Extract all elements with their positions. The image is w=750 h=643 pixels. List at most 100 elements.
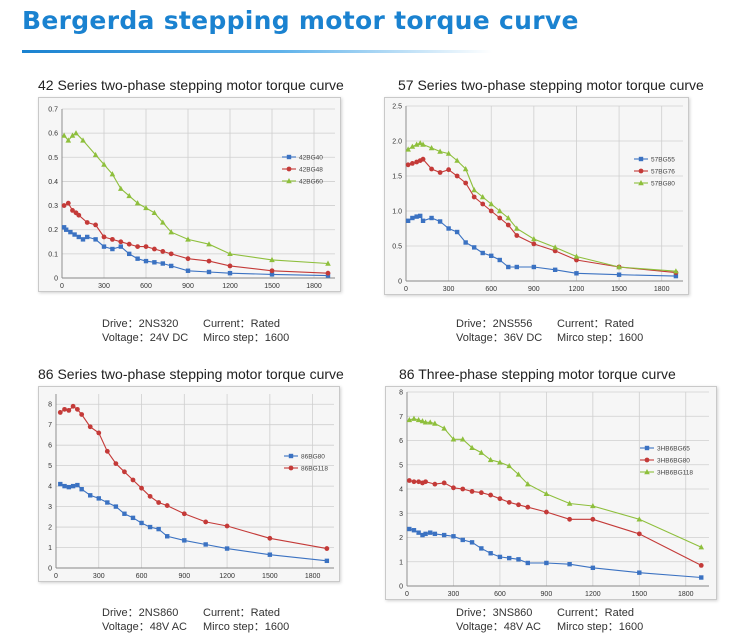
data-point [79, 486, 84, 492]
series-57BG76 [405, 156, 679, 275]
data-point [416, 530, 421, 535]
data-point [156, 526, 161, 532]
data-point [66, 407, 72, 413]
series-3HB6BG118 [406, 415, 705, 550]
data-point [451, 485, 456, 491]
y-tick-label: 0 [399, 584, 403, 591]
data-point [463, 240, 468, 245]
x-tick-label: 0 [404, 286, 408, 293]
data-point [325, 273, 331, 278]
data-point [57, 410, 63, 415]
y-tick-label: 0 [54, 276, 58, 283]
data-point [227, 263, 233, 269]
data-point [460, 486, 466, 492]
data-point [84, 220, 90, 225]
y-tick-label: 2.5 [392, 104, 402, 111]
data-point [64, 227, 69, 232]
x-tick-label: 0 [54, 573, 58, 580]
data-point [497, 459, 503, 465]
data-point [437, 219, 443, 224]
data-point [269, 272, 275, 277]
data-point [543, 509, 549, 515]
data-point [471, 194, 477, 200]
x-tick-label: 0 [405, 591, 409, 598]
data-point [409, 161, 415, 166]
x-tick-label: 900 [541, 591, 553, 598]
x-tick-label: 1200 [569, 286, 585, 293]
data-point [422, 419, 429, 425]
data-point [506, 499, 512, 505]
data-point [497, 257, 502, 263]
voltage-label: Voltage：24V DC [102, 332, 189, 344]
torque-chart-57-series: 0 300 600 900 1200 1500 1800 0 0.5 1.0 1.5 2.0 2.5 57… [392, 104, 683, 293]
x-tick-label: 1800 [305, 573, 321, 580]
y-tick-label: 5 [399, 462, 403, 469]
data-point [409, 143, 416, 149]
data-point [420, 141, 426, 147]
torque-panel-42-series: 42 Series two-phase stepping motor torqu… [38, 77, 358, 344]
series-86BG118 [57, 403, 330, 551]
data-point [143, 244, 149, 250]
x-tick-label: 900 [182, 283, 194, 290]
legend-entry: 86BG118 [284, 466, 328, 473]
data-point [185, 236, 191, 242]
data-point [143, 204, 149, 211]
data-point [516, 557, 521, 562]
x-tick-label: 1500 [611, 286, 627, 293]
data-point [139, 485, 144, 491]
series-42BG40 [61, 225, 331, 278]
data-point [416, 479, 422, 485]
x-tick-label: 600 [136, 573, 148, 580]
data-point [514, 264, 519, 270]
data-point [70, 403, 76, 409]
y-tick-label: 6 [48, 443, 52, 450]
series-57BG55 [405, 213, 679, 279]
x-tick-label: 0 [60, 283, 64, 290]
torque-panel-57-series: 57 Series two-phase stepping motor torqu… [384, 77, 724, 344]
data-point [118, 185, 124, 191]
data-point [206, 258, 212, 264]
y-tick-label: 1.5 [392, 174, 402, 181]
current-label: Current：Rated [203, 318, 281, 330]
data-point [469, 444, 475, 450]
data-point [531, 264, 537, 270]
data-point [420, 156, 426, 162]
data-point [324, 546, 330, 551]
micro-step-label: Mirco step：1600 [557, 332, 644, 344]
micro-step-label: Mirco step：1600 [557, 621, 644, 633]
legend-marker [638, 180, 644, 186]
y-tick-label: 0.7 [48, 107, 58, 114]
data-point [126, 241, 132, 247]
data-point [673, 273, 679, 279]
data-point [405, 162, 411, 168]
y-tick-label: 0.2 [48, 227, 58, 234]
drive-label: Drive：2NS556 [456, 318, 533, 330]
data-point [411, 528, 417, 533]
data-point [698, 544, 705, 550]
y-tick-label: 1.0 [392, 209, 402, 216]
x-tick-label: 1800 [306, 283, 322, 290]
data-point [497, 215, 503, 221]
y-tick-label: 7 [399, 414, 403, 421]
legend-label: 57BG76 [651, 169, 675, 176]
data-point [168, 251, 174, 257]
y-tick-label: 3 [399, 511, 403, 518]
data-point [462, 166, 469, 172]
data-point [224, 546, 230, 551]
data-point [616, 272, 622, 277]
data-point [160, 219, 166, 225]
torque-chart-86-two-phase: 0 300 600 900 1200 1500 1800 0 1 2 3 4 5 6 7 8 86BG80 86B… [48, 394, 334, 580]
y-tick-label: 2 [48, 525, 52, 532]
x-tick-label: 300 [98, 283, 110, 290]
data-point [61, 132, 67, 138]
y-tick-label: 0.4 [48, 179, 58, 186]
data-point [469, 489, 475, 494]
data-point [446, 226, 451, 231]
data-point [73, 130, 79, 136]
legend-label: 3HB6BG80 [657, 458, 690, 465]
data-point [269, 256, 275, 263]
series-3HB6BG65 [407, 526, 704, 580]
data-point [65, 200, 71, 206]
legend-marker [286, 154, 292, 160]
data-point [567, 516, 573, 522]
